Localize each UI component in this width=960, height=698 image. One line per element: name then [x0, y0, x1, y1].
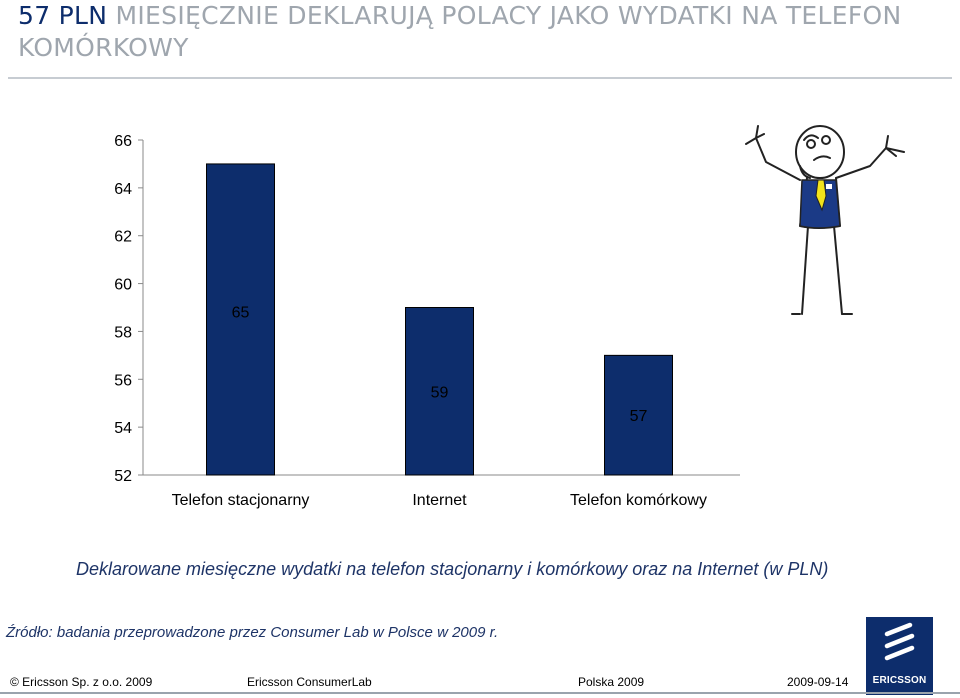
x-category-label: Telefon komórkowy — [570, 492, 707, 509]
y-tick-label: 54 — [114, 420, 132, 437]
footer-divider — [0, 692, 960, 694]
footer-region: Polska 2009 — [578, 675, 645, 689]
stick-figure-shrug-icon — [745, 125, 905, 315]
title-rest: MIESIĘCZNIE DEKLARUJĄ POLACY JAKO WYDATK… — [18, 1, 902, 62]
y-tick-label: 52 — [114, 468, 132, 485]
chart-y-ticks: 52 54 56 58 60 62 64 66 — [114, 133, 143, 485]
source-note: Źródło: badania przeprowadzone przez Con… — [6, 624, 499, 641]
chart-data-labels: 65 59 57 — [232, 304, 648, 425]
bar — [604, 354, 673, 476]
title-divider — [8, 77, 952, 79]
title-highlight: 57 PLN — [18, 1, 108, 30]
x-category-label: Internet — [412, 492, 467, 509]
y-tick-label: 62 — [114, 229, 132, 246]
x-category-label: Telefon stacjonarny — [172, 492, 310, 509]
bar-value-label: 57 — [630, 408, 648, 425]
footer-date: 2009-09-14 — [787, 675, 849, 689]
chart-caption: Deklarowane miesięczne wydatki na telefo… — [76, 559, 829, 579]
bar-chart: 52 54 56 58 60 62 64 66 Telefon stacjonarny Inte… — [114, 133, 740, 509]
ericsson-logo-icon: ERICSSON — [866, 617, 933, 695]
chart-bars — [206, 163, 673, 476]
bar — [405, 307, 474, 476]
y-tick-label: 60 — [114, 277, 132, 294]
y-tick-label: 56 — [114, 372, 132, 389]
y-tick-label: 64 — [114, 181, 132, 198]
bar — [206, 163, 275, 476]
y-tick-label: 66 — [114, 133, 132, 150]
footer-lab: Ericsson ConsumerLab — [247, 675, 372, 689]
footer-company: © Ericsson Sp. z o.o. 2009 — [10, 675, 153, 689]
chart-categories: Telefon stacjonarny Internet Telefon komór… — [172, 492, 707, 509]
bar-value-label: 65 — [232, 304, 250, 321]
ericsson-stripes-icon — [884, 622, 915, 661]
logo-text: ERICSSON — [872, 675, 927, 686]
y-tick-label: 58 — [114, 324, 132, 341]
page-title: 57 PLN MIESIĘCZNIE DEKLARUJĄ POLACY JAKO… — [18, 0, 918, 64]
bar-value-label: 59 — [431, 384, 449, 401]
